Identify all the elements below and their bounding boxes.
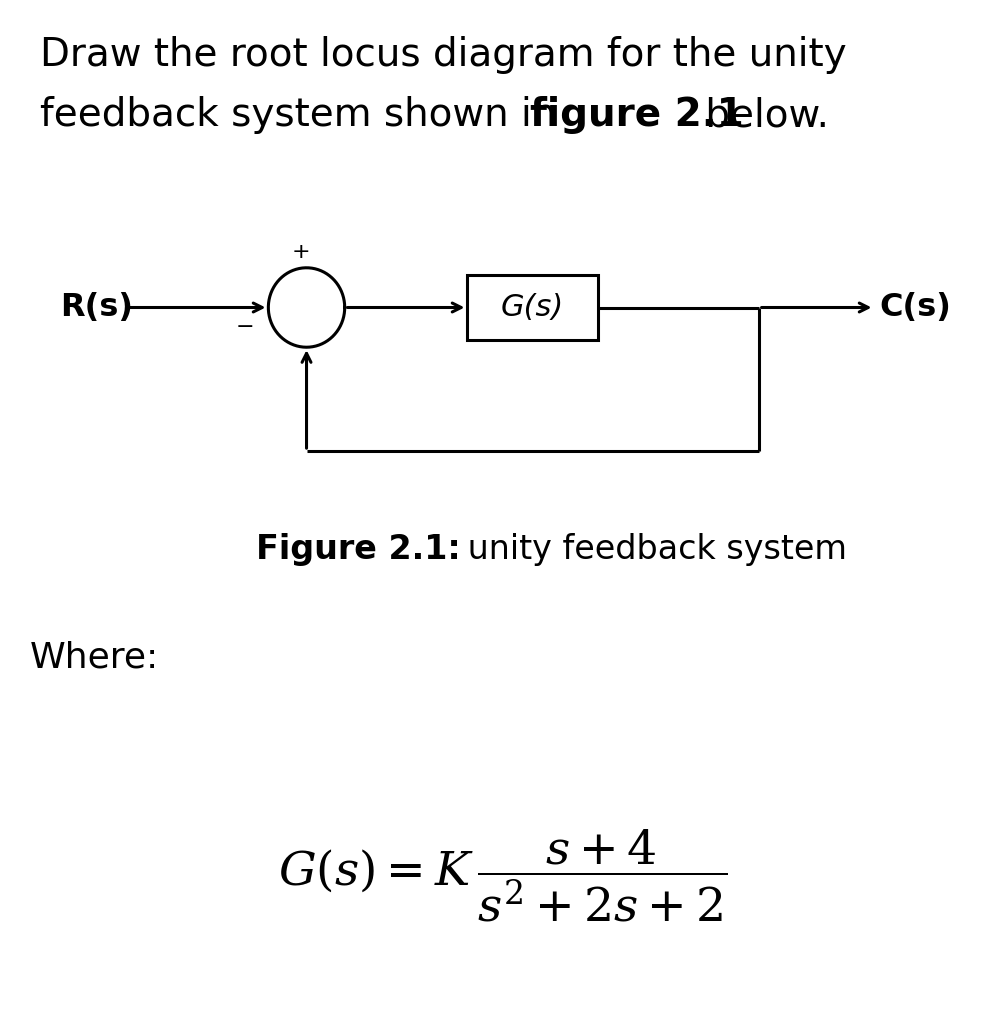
Bar [467,275,598,340]
Text: feedback system shown in: feedback system shown in [40,96,569,134]
Text: feedback system shown in figure 2.1: feedback system shown in figure 2.1 [40,96,756,134]
Text: +: + [291,242,311,261]
Text: G(s): G(s) [501,293,564,322]
Text: unity feedback system: unity feedback system [457,533,847,566]
Text: Where:: Where: [30,641,160,674]
Text: C(s): C(s) [879,292,952,323]
Text: below.: below. [693,96,829,134]
Text: R(s): R(s) [60,292,134,323]
Text: Figure 2.1:: Figure 2.1: [256,533,461,566]
Text: figure 2.1: figure 2.1 [530,96,744,134]
Text: −: − [236,318,254,337]
Text: $\mathit{G}(\mathit{s}) = \mathit{K}\,\dfrac{\mathit{s}+4}{\mathit{s}^{2}+2\math: $\mathit{G}(\mathit{s}) = \mathit{K}\,\d… [278,828,727,925]
Text: Draw the root locus diagram for the unity: Draw the root locus diagram for the unit… [40,36,847,74]
